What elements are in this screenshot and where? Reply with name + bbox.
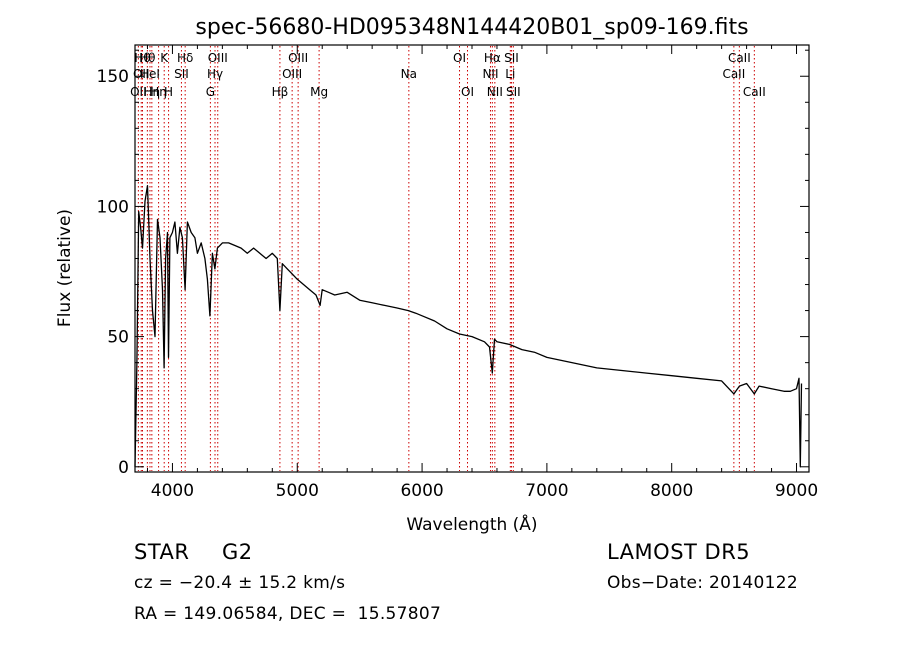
spectral-line-label: SII	[174, 67, 189, 81]
spectral-line-label: Hθ	[134, 51, 150, 65]
axis-ticks: 4000 5000 6000 7000 8000 9000 0 50 100 150	[97, 45, 818, 501]
spectral-line-label: HeI	[140, 67, 160, 81]
spectral-line-label: Hγ	[207, 67, 223, 81]
spectral-line-label: H	[164, 85, 173, 99]
spectral-line-label: OIII	[288, 51, 308, 65]
survey-name: LAMOST DR5	[607, 540, 751, 564]
y-tick-label: 100	[97, 197, 129, 217]
spectral-subclass: G2	[222, 540, 253, 564]
spectral-line-label: OIII	[282, 67, 302, 81]
spectral-line-label: SII	[504, 51, 519, 65]
spectral-line-label: CaII	[743, 85, 766, 99]
observation-date: Obs−Date: 20140122	[607, 573, 798, 593]
spectral-line-labels: OIIOIIHθHθHeIHηHηKHSIIHδGHγOIIIHβOIIIOII…	[130, 51, 766, 99]
spectral-line-label: OI	[453, 51, 466, 65]
y-axis-label: Flux (relative)	[55, 209, 75, 327]
x-tick-label: 9000	[775, 481, 818, 501]
spectral-line-label: G	[206, 85, 215, 99]
y-tick-label: 150	[97, 67, 129, 87]
spectral-line-label: SII	[506, 85, 521, 99]
spectral-line-label: Hα	[484, 51, 501, 65]
spectral-line-label: Hη	[150, 85, 167, 99]
coordinates: RA = 149.06584, DEC = 15.57807	[134, 604, 442, 624]
object-class: STAR	[134, 540, 190, 564]
spectral-line-label: Hθ	[139, 51, 155, 65]
x-tick-label: 8000	[650, 481, 693, 501]
spectral-line-label: Na	[401, 67, 417, 81]
spectral-line-markers	[137, 46, 755, 471]
redshift-velocity: cz = −20.4 ± 15.2 km/s	[134, 573, 346, 593]
chart-title: spec-56680-HD095348N144420B01_sp09-169.f…	[195, 15, 748, 40]
spectral-line-label: NII	[482, 67, 498, 81]
spectral-line-label: OIII	[208, 51, 228, 65]
y-tick-label: 0	[118, 458, 129, 478]
x-tick-label: 5000	[276, 481, 319, 501]
spectral-line-label: Hβ	[272, 85, 289, 99]
spectral-line-label: CaII	[728, 51, 751, 65]
plot-frame	[134, 44, 810, 473]
spectral-line-label: Mg	[310, 85, 328, 99]
x-tick-label: 7000	[525, 481, 568, 501]
x-tick-label: 4000	[151, 481, 194, 501]
spectral-line-label: Hη	[144, 85, 161, 99]
spectral-line-label: CaII	[722, 67, 745, 81]
spectral-line-label: Hδ	[177, 51, 193, 65]
spectral-line-label: NII	[487, 85, 503, 99]
spectral-line-label: Li	[505, 67, 515, 81]
spectral-line-label: K	[160, 51, 169, 65]
x-tick-label: 6000	[400, 481, 443, 501]
spectral-line-label: OII	[130, 85, 147, 99]
x-axis-label: Wavelength (Å)	[406, 513, 537, 535]
spectral-line-label: OII	[133, 67, 150, 81]
y-tick-label: 50	[107, 328, 129, 348]
spectral-line-label: OI	[461, 85, 474, 99]
spectrum-series-line	[134, 184, 803, 468]
